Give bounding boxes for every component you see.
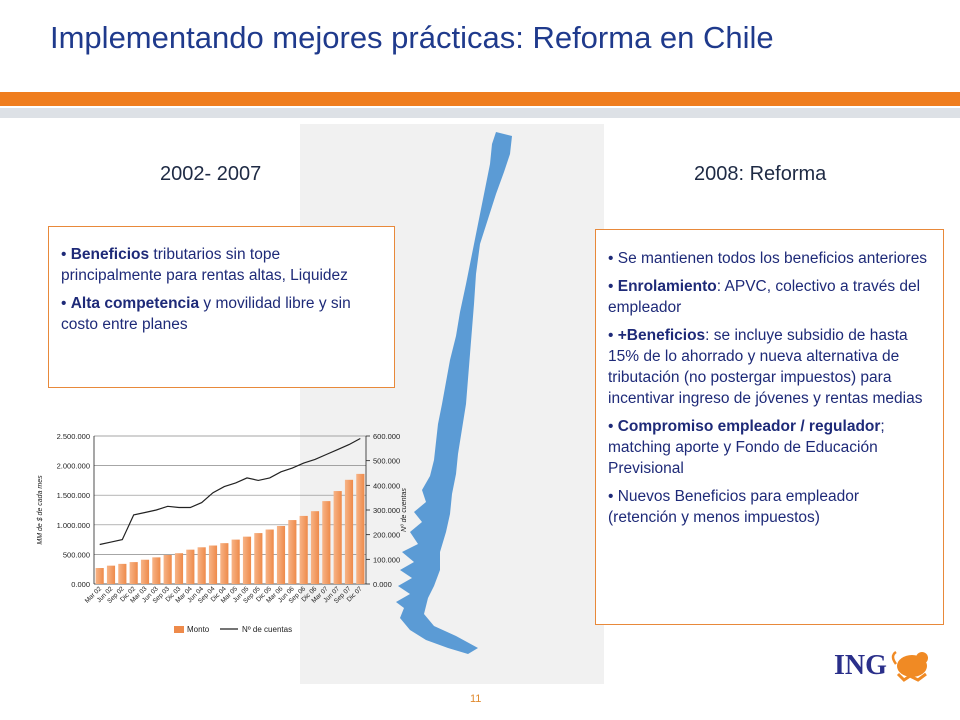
bar [220,543,229,584]
bar [322,501,331,584]
grey-bar [0,108,960,118]
bar [129,562,138,584]
y-tick-label: 2.500.000 [57,432,90,441]
bar [140,559,150,584]
bar [242,536,252,584]
bar [152,557,161,584]
right-bullet: • Se mantienen todos los beneficios ante… [608,250,928,267]
y2-tick-label: 600.000 [373,432,400,441]
y2-tick-label: 300.000 [373,506,400,515]
y2-tick-label: 400.000 [373,481,400,490]
left-bullet: • Alta competencia y movilidad libre y s… [61,295,351,333]
legend-label-cuentas: Nº de cuentas [242,625,292,634]
right-bullet: • Nuevos Beneficios para empleador (rete… [608,488,859,526]
right-bullet: • +Beneficios: se incluye subsidio de ha… [608,327,923,407]
y-tick-label: 500.000 [63,550,90,559]
y2-tick-label: 0.000 [373,580,392,589]
savings-chart: 0.000 500.000 1.000.000 1.500.000 2.000.000 2… [37,432,408,634]
y-axis-label: MM de $ de cada mes [37,475,44,545]
bar [95,568,104,584]
period-right-label: 2008: Reforma [694,163,827,185]
accent-bar [0,92,960,106]
bar [276,525,286,584]
bar [163,554,172,584]
bar [174,553,184,584]
left-bullet: • Beneficios tributarios sin tope princi… [61,246,348,284]
chile-map-icon [396,132,512,654]
y-tick-label: 1.500.000 [57,491,90,500]
series-line [99,437,361,546]
bar [356,473,365,584]
y2-axis-label: Nº de cuentas [401,488,408,532]
ing-logo: ING [834,650,928,682]
bar [208,545,218,584]
period-left-label: 2002- 2007 [160,163,262,185]
bar [254,533,263,584]
slide-title: Implementando mejores prácticas: Reforma… [50,20,774,55]
bar [118,563,127,584]
bar [333,491,342,584]
y-tick-label: 1.000.000 [57,521,90,530]
bar [310,511,320,584]
right-bullet: • Compromiso empleador / regulador; matc… [608,418,885,477]
bar [265,529,274,584]
page-number: 11 [470,693,482,705]
right-bullets-box: • Se mantienen todos los beneficios ante… [595,229,944,625]
right-bullet: • Enrolamiento: APVC, colectivo a través… [608,278,921,316]
y2-tick-label: 100.000 [373,555,400,564]
lion-icon [891,650,928,682]
y-tick-label: 2.000.000 [57,462,90,471]
y2-tick-label: 500.000 [373,457,400,466]
bar [288,520,297,584]
y2-tick-label: 200.000 [373,531,400,540]
bar [106,565,116,584]
ing-logo-text: ING [834,650,887,681]
y-tick-label: 0.000 [71,580,90,589]
bar [299,515,308,584]
legend-swatch-monto [174,626,184,633]
legend-label-monto: Monto [187,625,210,634]
bar [344,479,354,584]
left-bullets-box: • Beneficios tributarios sin tope princi… [48,226,395,388]
bar [186,549,195,584]
bar [197,547,206,584]
bar [231,539,240,584]
